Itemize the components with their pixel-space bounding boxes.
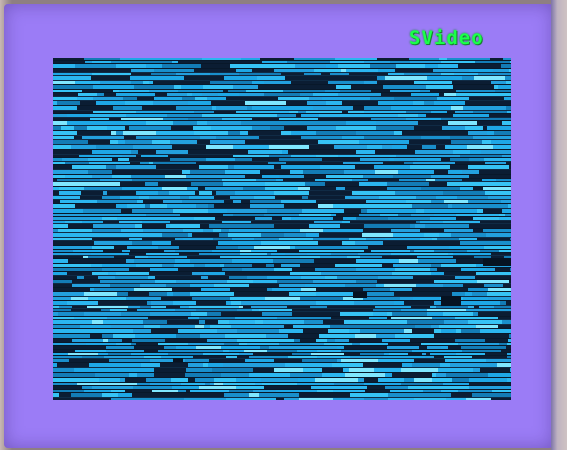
input-source-label: SVideo	[409, 27, 484, 49]
video-noise-area	[53, 58, 511, 400]
monitor-bezel	[551, 0, 567, 450]
scrambled-signal-image	[53, 58, 511, 400]
